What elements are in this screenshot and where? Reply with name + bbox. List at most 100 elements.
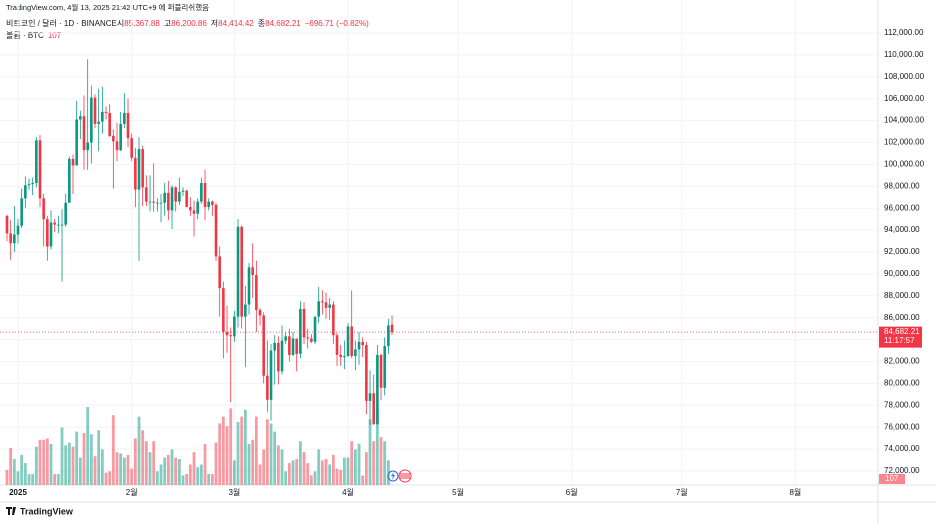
candle-body — [387, 325, 390, 347]
volume-bar — [159, 464, 163, 485]
volume-tag-value: 107 — [885, 474, 899, 483]
volume-bar — [27, 474, 31, 485]
candle-body — [27, 184, 31, 186]
volume-bar — [207, 474, 211, 485]
candle-body — [379, 354, 383, 388]
y-tick-label: 78,000.00 — [884, 400, 920, 409]
x-tick-label: 2025 — [9, 488, 27, 497]
volume-bar — [49, 443, 53, 485]
volume-bar — [309, 475, 313, 485]
volume-bar — [148, 452, 152, 485]
volume-bar — [133, 438, 137, 485]
volume-bar — [67, 442, 71, 485]
candle-body — [13, 234, 16, 244]
candle-body — [156, 202, 159, 204]
y-tick-label: 80,000.00 — [884, 379, 920, 388]
ohlc-line: 비트코인 / 달러 · 1D · BINANCE시85,367.88 고86,20… — [6, 18, 369, 28]
volume-bar — [108, 471, 112, 485]
candle-body — [266, 375, 269, 400]
candle-body — [339, 354, 342, 358]
legend-text: 시 — [117, 19, 124, 28]
candle-body — [233, 316, 236, 337]
volume-bar — [331, 454, 335, 485]
x-tick-label: 6월 — [566, 487, 578, 497]
candle-body — [159, 202, 163, 204]
legend-text: 84,682.21 — [265, 19, 301, 28]
volume-bar — [192, 452, 196, 485]
candle-body — [53, 222, 56, 225]
volume-bar — [144, 441, 148, 485]
candle-body — [24, 185, 27, 199]
volume-bar — [210, 474, 214, 485]
volume-bar — [166, 454, 170, 485]
candle-body — [225, 331, 229, 336]
candle-body — [269, 350, 273, 400]
volume-bar — [287, 463, 291, 485]
candle-body — [335, 335, 339, 355]
candle-body — [203, 183, 207, 208]
candle-body — [141, 149, 144, 188]
y-tick-label: 74,000.00 — [884, 444, 920, 453]
volume-bar — [273, 431, 277, 485]
y-tick-label: 76,000.00 — [884, 422, 920, 431]
volume-bars — [5, 407, 394, 485]
countdown: 11:17:57 — [884, 336, 915, 345]
candle-body — [137, 149, 141, 190]
candle-body — [291, 338, 295, 355]
candle-body — [75, 119, 78, 166]
candle-body — [68, 158, 71, 203]
volume-bar — [115, 452, 119, 485]
volume-bar — [265, 419, 269, 485]
volume-bar — [75, 431, 79, 485]
candle-body — [236, 226, 240, 317]
volume-bar — [346, 457, 350, 485]
volume-bar — [361, 475, 365, 485]
candle-body — [134, 157, 137, 190]
y-tick-label: 82,000.00 — [884, 357, 920, 366]
price-tag — [879, 326, 922, 348]
candle-body — [38, 140, 42, 199]
volume-bar — [82, 433, 86, 485]
candle-body — [321, 301, 324, 303]
y-tick-label: 90,000.00 — [884, 269, 920, 278]
candle-body — [295, 338, 298, 354]
volume-bar — [251, 439, 255, 485]
candle-body — [189, 207, 192, 211]
volume-bar — [357, 443, 361, 485]
volume-bar — [328, 464, 332, 485]
volume-bar — [89, 434, 93, 485]
candle-body — [192, 210, 196, 214]
volume-bar — [350, 441, 354, 485]
candle-body — [49, 222, 53, 247]
candle-body — [86, 142, 89, 151]
volume-bar — [60, 427, 64, 485]
logo-text: TradingView — [20, 506, 74, 516]
volume-bar — [313, 471, 317, 485]
y-tick-label: 110,000.00 — [884, 50, 924, 59]
candle-body — [346, 326, 350, 357]
candle-body — [174, 187, 177, 202]
volume-bar — [368, 419, 372, 485]
candle-body — [343, 356, 346, 358]
volume-bar — [71, 446, 75, 485]
candle-body — [5, 215, 9, 234]
candle-body — [288, 336, 291, 355]
volume-bar — [45, 438, 49, 485]
volume-bar — [284, 471, 288, 485]
x-tick-label: 4월 — [342, 487, 354, 497]
published-note: TradingView.com, 4월 13, 2025 21:42 UTC+9… — [6, 2, 209, 12]
legend-text: 107 — [48, 31, 62, 40]
volume-bar — [64, 445, 68, 485]
legend-text: 비트코인 / 달러 · 1D · BINANCE — [6, 18, 117, 28]
candle-body — [46, 219, 49, 247]
volume-bar — [276, 445, 280, 485]
candle-body — [60, 224, 64, 226]
candle-body — [207, 201, 210, 208]
logo-icon — [6, 507, 16, 515]
candle-body — [119, 123, 122, 151]
y-tick-label: 88,000.00 — [884, 291, 920, 300]
candle-body — [365, 345, 368, 401]
y-tick-label: 86,000.00 — [884, 313, 920, 322]
candle-body — [196, 201, 199, 214]
